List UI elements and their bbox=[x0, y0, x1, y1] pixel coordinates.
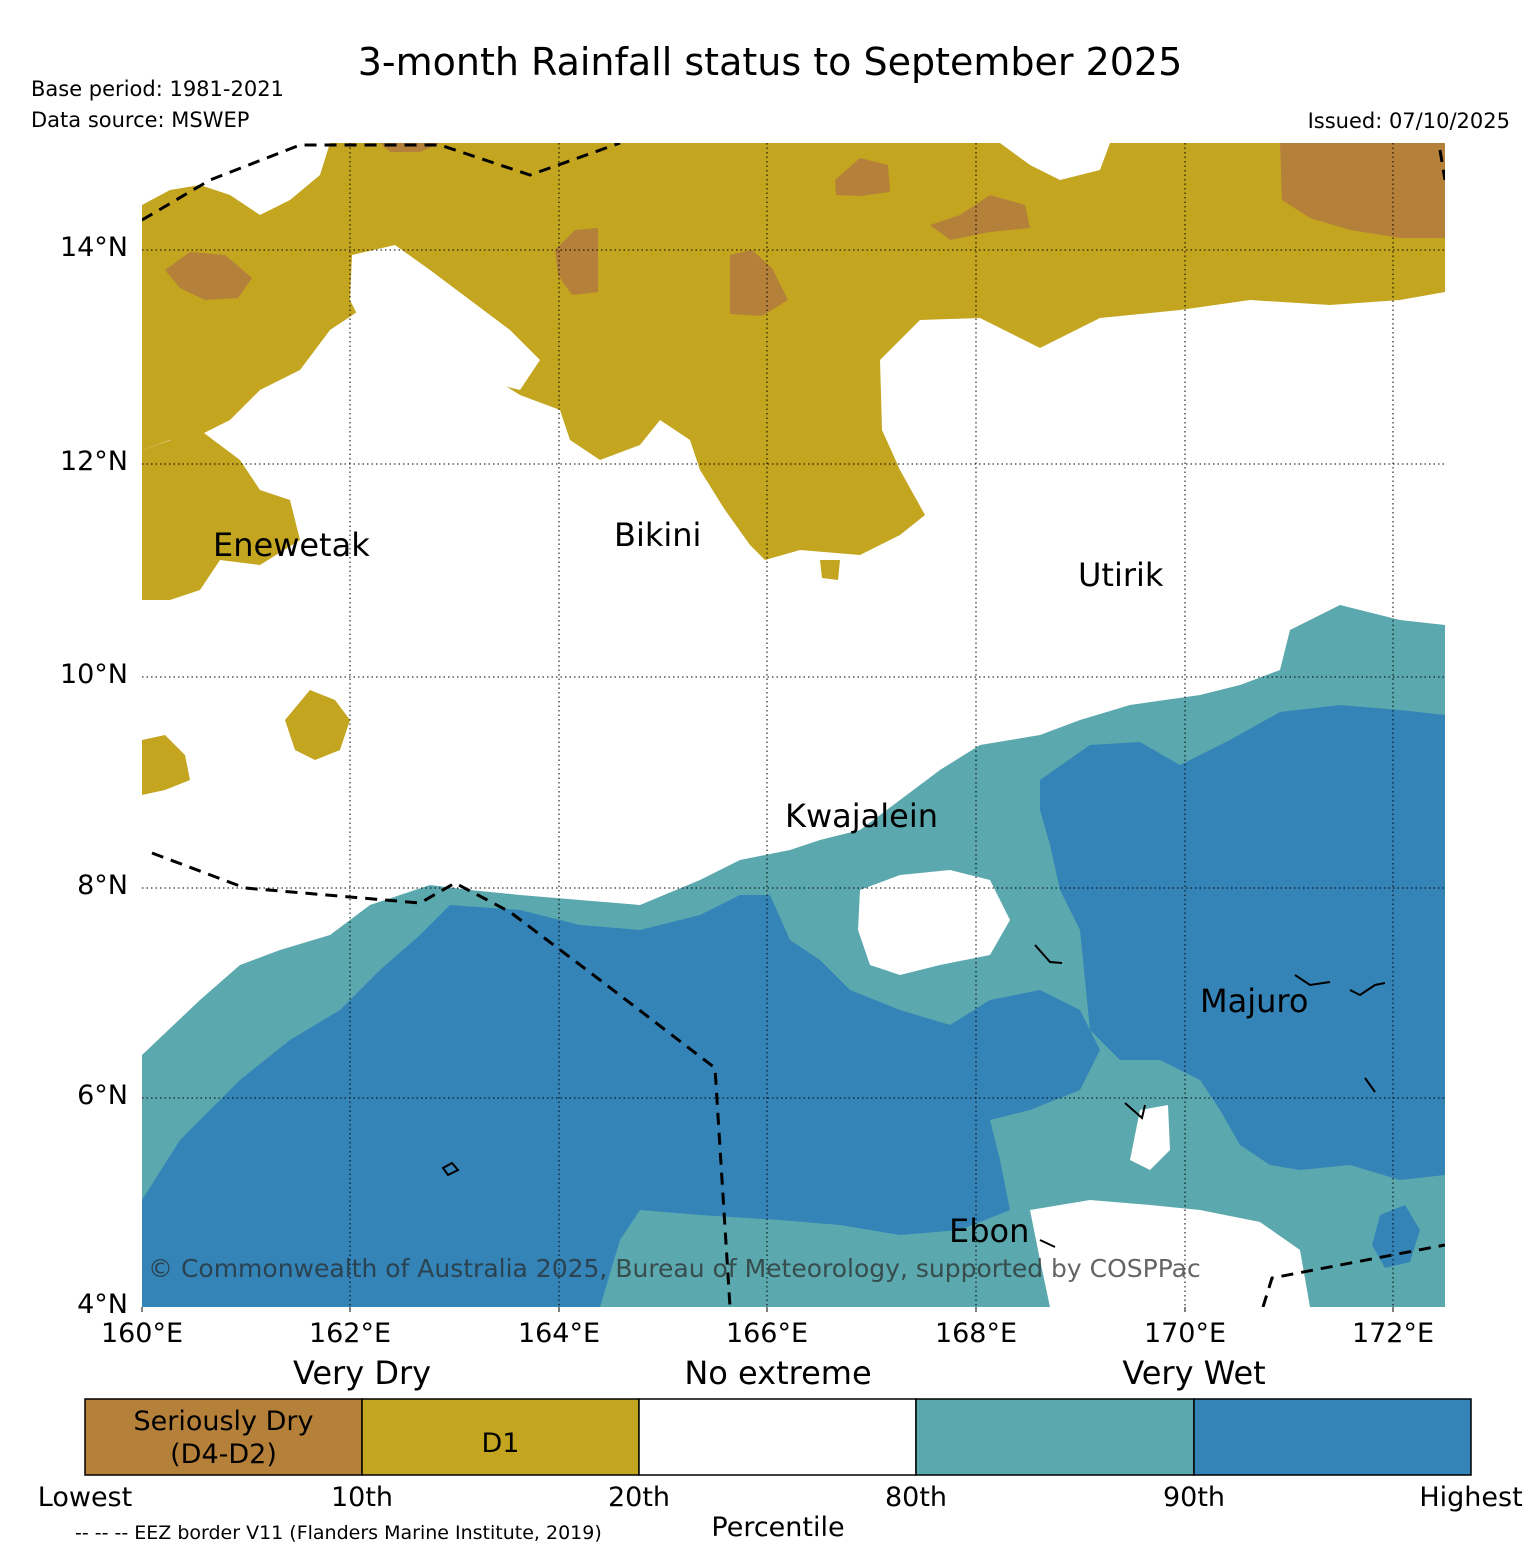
lon-tick-label: 164°E bbox=[517, 1318, 601, 1349]
no-extreme-pocket-1 bbox=[858, 870, 1010, 975]
legend-colorbar bbox=[84, 1398, 1472, 1476]
lat-tick-label: 8°N bbox=[77, 870, 128, 901]
lon-tick-label: 166°E bbox=[725, 1318, 809, 1349]
percentile-label: 10th bbox=[330, 1482, 394, 1513]
seriously-dry-patch-3 bbox=[730, 250, 788, 316]
place-label-enewetak: Enewetak bbox=[213, 526, 370, 564]
no-extreme-hole-central bbox=[350, 245, 540, 395]
seriously-dry-patch-6 bbox=[1280, 143, 1445, 238]
lat-tick-label: 10°N bbox=[59, 659, 128, 690]
lat-tick-label: 6°N bbox=[77, 1080, 128, 1111]
legend-segment-d1 bbox=[361, 1398, 640, 1476]
copyright-notice: © Commonwealth of Australia 2025, Bureau… bbox=[148, 1254, 1201, 1283]
data-source-label: Data source: MSWEP bbox=[31, 108, 250, 132]
no-extreme-hole-north bbox=[142, 143, 330, 215]
lat-tick-label: 12°N bbox=[59, 446, 128, 477]
legend-category-very-dry: Very Dry bbox=[292, 1354, 432, 1392]
seriously-dry-patch-2 bbox=[555, 228, 598, 295]
legend-label-line: (D4-D2) bbox=[170, 1439, 277, 1470]
percentile-label: 90th bbox=[1162, 1482, 1226, 1513]
lon-tick-label: 170°E bbox=[1143, 1318, 1227, 1349]
percentile-label: 80th bbox=[884, 1482, 948, 1513]
lat-tick-label: 4°N bbox=[77, 1289, 128, 1320]
d1-dry-patch-small-2 bbox=[142, 735, 190, 795]
d1-dry-patch-small-1 bbox=[285, 690, 350, 760]
island-outlines bbox=[441, 944, 1386, 1248]
legend-segment-no-extreme bbox=[638, 1398, 917, 1476]
place-label-bikini: Bikini bbox=[614, 516, 702, 554]
legend-segment-wet-90th bbox=[1193, 1398, 1472, 1476]
place-label-ebon: Ebon bbox=[949, 1212, 1030, 1250]
d1-dry-patch-small-3 bbox=[820, 560, 840, 580]
percentile-label: Lowest bbox=[37, 1482, 133, 1513]
legend-category-no-extreme: No extreme bbox=[684, 1354, 872, 1392]
no-extreme-hole-east bbox=[1000, 143, 1110, 180]
eez-border bbox=[142, 143, 1445, 1307]
wet-90th-region-west bbox=[142, 895, 1100, 1307]
percentile-label: Highest bbox=[1419, 1482, 1523, 1513]
lon-tick-label: 172°E bbox=[1351, 1318, 1435, 1349]
wet-90th-region-east bbox=[1040, 705, 1445, 1180]
place-label-kwajalein: Kwajalein bbox=[785, 797, 939, 835]
no-extreme-pocket-3 bbox=[1030, 1200, 1310, 1307]
graticule bbox=[142, 143, 1445, 1307]
legend-category-very-wet: Very Wet bbox=[1122, 1354, 1266, 1392]
base-period-label: Base period: 1981-2021 bbox=[31, 77, 284, 101]
legend-label-seriously-dry: Seriously Dry (D4-D2) bbox=[85, 1405, 362, 1471]
lon-tick-label: 168°E bbox=[934, 1318, 1018, 1349]
lat-tick-label: 14°N bbox=[59, 232, 128, 263]
d1-dry-region bbox=[142, 143, 1445, 560]
lon-tick-label: 162°E bbox=[308, 1318, 392, 1349]
legend-label-line: Seriously Dry bbox=[133, 1406, 314, 1437]
percentile-axis-label: Percentile bbox=[711, 1512, 845, 1543]
seriously-dry-patch-5 bbox=[930, 195, 1030, 240]
percentile-label: 20th bbox=[607, 1482, 671, 1513]
legend-segment-wet-80th bbox=[915, 1398, 1195, 1476]
issued-date-label: Issued: 07/10/2025 bbox=[1307, 109, 1510, 133]
eez-border-note: -- -- -- EEZ border V11 (Flanders Marine… bbox=[75, 1522, 602, 1544]
map-title: 3-month Rainfall status to September 202… bbox=[357, 40, 1183, 84]
legend-label-d1: D1 bbox=[481, 1428, 520, 1459]
place-label-majuro: Majuro bbox=[1200, 982, 1309, 1020]
map-frame bbox=[141, 1307, 1394, 1312]
place-label-utirik: Utirik bbox=[1078, 556, 1164, 594]
seriously-dry-patch-1 bbox=[165, 252, 252, 300]
legend-segment-seriously-dry bbox=[84, 1398, 363, 1476]
no-extreme-pocket-2 bbox=[1130, 1105, 1170, 1170]
d1-dry-patch-west bbox=[142, 430, 300, 600]
lon-tick-label: 160°E bbox=[100, 1318, 184, 1349]
seriously-dry-patch-4 bbox=[835, 158, 890, 196]
map-plot-area bbox=[142, 143, 1445, 1307]
